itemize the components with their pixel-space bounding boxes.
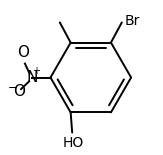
Text: −: − (8, 81, 17, 94)
Text: O: O (17, 45, 29, 60)
Text: +: + (32, 66, 40, 76)
Text: HO: HO (63, 136, 84, 150)
Text: O: O (14, 84, 25, 99)
Text: Br: Br (125, 14, 140, 28)
Text: N: N (26, 70, 38, 85)
